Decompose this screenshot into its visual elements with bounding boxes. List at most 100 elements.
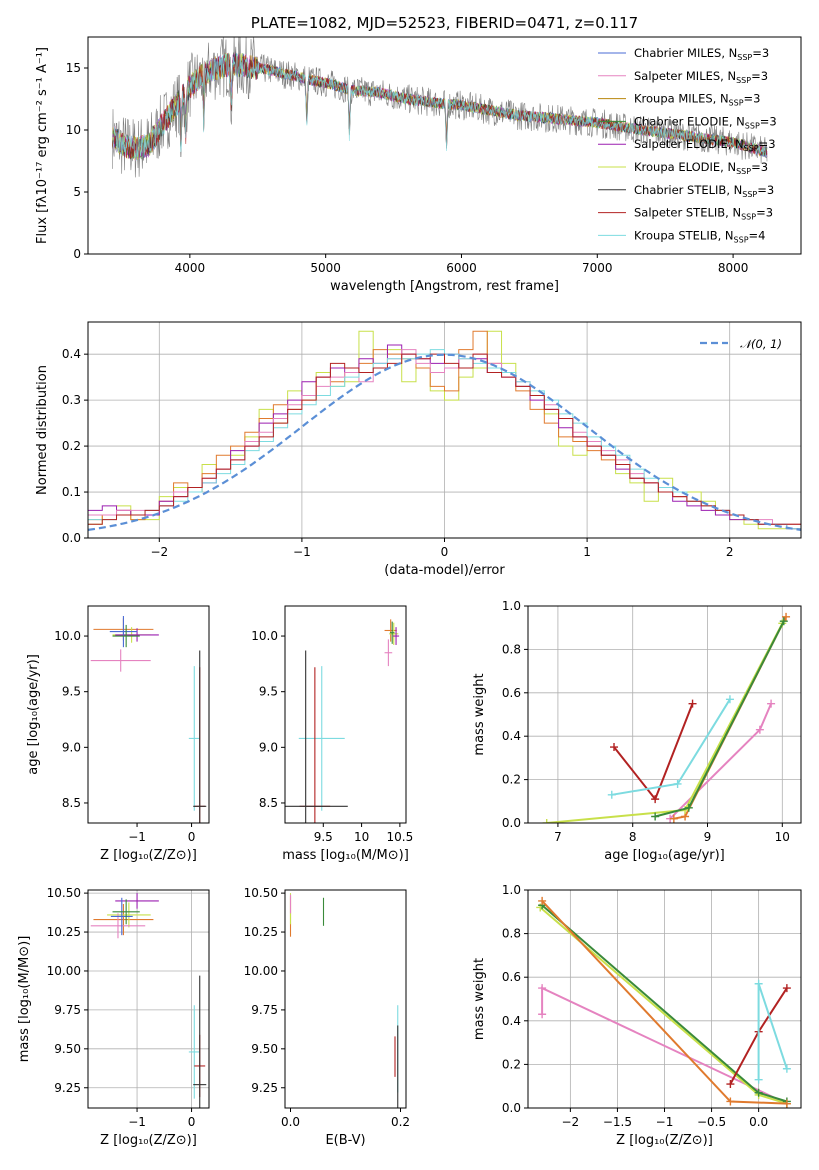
chart-title: PLATE=1082, MJD=52523, FIBERID=0471, z=0… [251, 14, 638, 32]
x-tick-label: 0.2 [391, 1115, 410, 1129]
x-tick-label: 5000 [310, 261, 341, 275]
y-tick-label: 9.5 [259, 685, 278, 699]
weight-line [757, 983, 788, 1080]
weight-marker [782, 984, 791, 993]
x-tick-label: −1 [128, 1115, 146, 1129]
weight-marker [726, 1097, 735, 1106]
errorbar-point [188, 666, 200, 811]
y-tick-label: 0.2 [502, 773, 521, 787]
x-tick-label: 7000 [582, 261, 613, 275]
errorbar-point [110, 897, 133, 936]
errorbar-point [188, 1005, 200, 1099]
errorbar-point [389, 622, 399, 645]
y-tick-label: 0.6 [502, 970, 521, 984]
weight-marker [782, 1064, 791, 1073]
mass-weight-axes: 7 8 9 10 0.0 0.2 0.4 0.6 0.8 1.0 age [log₁₀(age/yr… [472, 599, 802, 863]
y-tick-label: 0 [73, 247, 81, 261]
y-tick-label: 9.25 [54, 1081, 81, 1095]
y-tick-label: 1.0 [502, 883, 521, 897]
legend-entry: Chabrier STELIB, NSSP=3 [634, 183, 774, 199]
y-tick-label: 9.50 [251, 1042, 278, 1056]
legend-entry: Chabrier ELODIE, NSSP=3 [634, 114, 777, 130]
y-tick-label: 0.0 [62, 531, 81, 545]
x-axis-label: Z [log₁₀(Z/Z⊙)] [100, 1133, 197, 1148]
x-tick-label: 0 [188, 830, 196, 844]
weight-marker [755, 725, 764, 734]
y-axis-label: mass weight [472, 958, 487, 1040]
y-axis-label: mass weight [472, 673, 487, 755]
x-tick-label: 0.0 [281, 1115, 300, 1129]
y-tick-label: 9.5 [62, 685, 81, 699]
weight-line [546, 622, 784, 823]
errorbar-point [93, 904, 154, 936]
x-tick-label: 10 [775, 830, 790, 844]
errorbar-point [107, 902, 151, 928]
y-tick-label: 0.4 [502, 729, 521, 743]
y-tick-label: 0.0 [502, 1101, 521, 1115]
errorbar-point [109, 616, 138, 648]
errorbar-point [298, 666, 345, 811]
y-axis-label: Flux [fλ10⁻¹⁷ erg cm⁻² s⁻¹ A⁻¹] [35, 47, 50, 244]
y-tick-label: 10.50 [47, 886, 81, 900]
y-tick-label: 10 [66, 123, 81, 137]
errorbar-point [285, 650, 348, 823]
errorbar-point [90, 913, 146, 939]
y-tick-label: 0.2 [502, 1057, 521, 1071]
y-tick-label: 5 [73, 185, 81, 199]
errorbar-point [193, 650, 207, 823]
legend-entry: Salpeter ELODIE, NSSP=3 [634, 137, 776, 153]
errorbar-point [384, 639, 393, 667]
plot-area [90, 893, 207, 1108]
y-tick-label: 10.00 [47, 964, 81, 978]
plot-area [88, 330, 801, 538]
y-tick-label: 0.4 [502, 1014, 521, 1028]
plot-area [289, 893, 399, 1108]
x-tick-label: 7 [554, 830, 562, 844]
mass-weight-axes: −2 −1.5 −1 −0.5 0.0 0.0 0.2 0.4 0.6 0.8 1.0 Z [log₁… [472, 883, 802, 1148]
y-tick-label: 0.0 [502, 816, 521, 830]
y-tick-label: 10.50 [244, 886, 278, 900]
legend-entry: Kroupa STELIB, NSSP=4 [634, 228, 765, 244]
legend-entry: Kroupa ELODIE, NSSP=3 [634, 160, 768, 176]
x-tick-label: −2 [562, 1115, 580, 1129]
x-tick-label: 0 [441, 545, 449, 559]
weight-marker [688, 699, 697, 708]
weight-marker [610, 743, 619, 752]
x-axis-label: E(B-V) [325, 1133, 365, 1148]
legend-entry: Kroupa MILES, NSSP=3 [634, 92, 760, 108]
plot-area [90, 616, 207, 823]
axes-frame [284, 605, 407, 824]
weight-marker [542, 819, 551, 823]
weight-marker [754, 979, 763, 988]
y-tick-label: 0.6 [502, 686, 521, 700]
weight-marker [726, 1080, 735, 1089]
y-tick-label: 0.3 [62, 393, 81, 407]
y-tick-label: 8.5 [62, 796, 81, 810]
y-tick-label: 15 [66, 61, 81, 75]
legend-entry: Chabrier MILES, NSSP=3 [634, 46, 769, 62]
x-tick-label: 1 [583, 545, 591, 559]
x-tick-label: 10.5 [387, 830, 414, 844]
axes-frame [87, 889, 210, 1109]
weight-marker [538, 984, 547, 993]
x-tick-label: 10 [354, 830, 369, 844]
weight-marker [754, 1088, 763, 1097]
errorbar-point [384, 619, 397, 642]
errorbar-point [389, 621, 395, 644]
weight-marker [607, 790, 616, 799]
y-tick-label: 8.5 [259, 796, 278, 810]
y-tick-label: 0.4 [62, 347, 81, 361]
x-tick-label: 0.0 [749, 1115, 768, 1129]
x-axis-label: Z [log₁₀(Z/Z⊙)] [100, 848, 197, 863]
axes-frame [87, 36, 802, 255]
y-tick-label: 9.25 [251, 1081, 278, 1095]
x-tick-label: −2 [150, 545, 168, 559]
weight-series [610, 699, 697, 804]
residual-axes: −2 −1 0 1 2 0.0 0.1 0.2 0.3 0.4 (data-model)/error… [35, 321, 802, 578]
weight-line [613, 703, 694, 802]
plot-area [536, 896, 791, 1108]
errorbar-axes: −1 0 9.25 9.50 9.75 10.00 10.25 10.50 Z [log₁₀(Z… [17, 886, 210, 1148]
weight-series [754, 979, 791, 1084]
errorbar-axes: −1 0 8.5 9.0 9.5 10.0 Z [log₁₀(Z/Z⊙)] age [log₁… [26, 605, 210, 863]
